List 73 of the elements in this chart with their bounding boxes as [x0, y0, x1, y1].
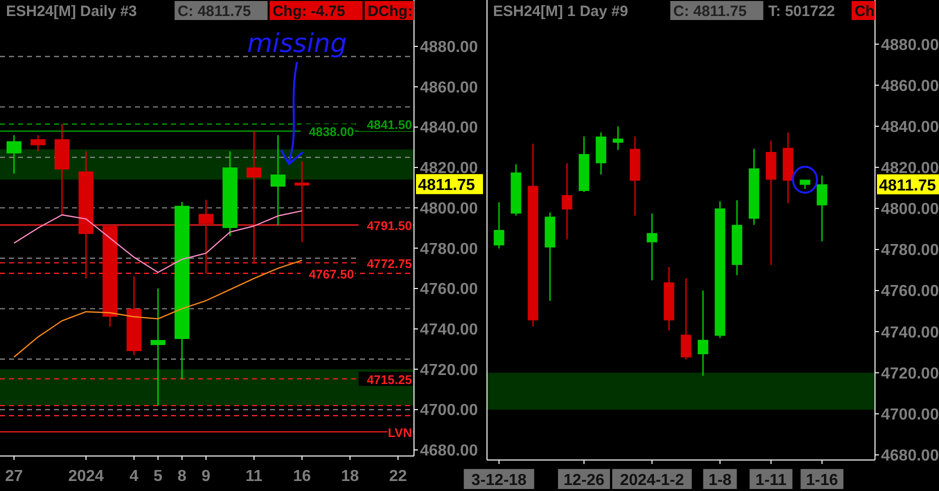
candlestick [680, 278, 692, 360]
candlestick [246, 130, 262, 264]
x-tick-label: 1-8 [708, 472, 732, 489]
y-tick-label: 4680.00 [420, 442, 478, 460]
x-tick-label: 9 [202, 468, 211, 485]
y-tick-label: 4720.00 [420, 362, 478, 379]
x-tick-label: 5 [154, 468, 163, 485]
chart-title: ESH24[M] Daily #3 [6, 3, 137, 20]
candlestick [698, 290, 708, 376]
ref-line-label: 4767.50 [308, 267, 354, 282]
text: Ch [854, 3, 875, 20]
y-tick-label: 4680.00 [881, 447, 939, 464]
y-tick-label: 4740.00 [881, 324, 939, 342]
candlestick [294, 160, 310, 243]
y-tick-label: 4820.00 [881, 160, 939, 177]
x-tick-label: 16 [293, 468, 311, 485]
candlestick [30, 134, 46, 152]
y-tick-label: 4760.00 [420, 281, 478, 298]
candlestick [646, 212, 658, 281]
x-tick-label: 2024-1-2 [620, 472, 684, 489]
y-tick-label: 4880.00 [420, 39, 478, 56]
x-tick-label: 4 [130, 468, 139, 485]
y-tick-label: 4720.00 [881, 365, 939, 382]
y-tick-label: 4860.00 [881, 78, 939, 95]
ref-line-label: 4841.50 [366, 118, 412, 132]
x-tick-label: 1-16 [806, 472, 838, 489]
candlestick [612, 126, 624, 151]
y-tick-label: 4760.00 [881, 283, 939, 300]
x-tick-label: 11 [246, 468, 263, 485]
candlestick [270, 134, 286, 226]
y-tick-label: 4700.00 [881, 406, 939, 424]
x-tick-label: 3-12-18 [471, 472, 527, 489]
candlestick [6, 134, 22, 174]
y-tick-label: 4880.00 [881, 36, 939, 54]
chart-title: ESH24[M] 1 Day #9 [493, 3, 628, 20]
y-tick-label: 4860.00 [420, 79, 478, 96]
annotation: C: 4811.75 [178, 3, 251, 20]
y-tick-label: 4780.00 [881, 242, 939, 260]
x-tick-label: 8 [178, 468, 187, 485]
y-tick-label: 4840.00 [881, 118, 939, 136]
annotation: missing [247, 29, 347, 59]
annotation: Chg: -4.75 [272, 3, 346, 20]
y-tick-label: 4700.00 [420, 402, 478, 420]
ref-line-label: 4791.50 [366, 218, 412, 233]
annotation: T: 501722 [768, 3, 836, 20]
annotation: DChg: [368, 3, 413, 20]
y-tick-label: 4800.00 [881, 201, 939, 218]
y-tick-label: 4740.00 [420, 321, 478, 338]
line-series [13, 260, 303, 358]
ref-line-label: 4838.00 [308, 125, 354, 140]
y-tick-label: 4820.00 [420, 160, 478, 178]
x-tick-label: 27 [5, 468, 23, 485]
x-tick-label: 18 [341, 468, 359, 485]
x-tick-label: 2024 [68, 468, 104, 485]
ref-line-label: 4772.75 [366, 256, 412, 271]
ref-line-label: 4715.25 [366, 372, 412, 387]
x-tick-label: 1-11 [755, 472, 787, 489]
candlestick [816, 174, 828, 242]
candlestick [800, 179, 810, 190]
text: 4811.75 [418, 177, 476, 194]
annotation: C: 4811.75 [673, 3, 747, 20]
y-tick-label: 4800.00 [420, 200, 478, 218]
line-series [13, 210, 303, 273]
candlestick [562, 162, 572, 240]
candlestick [494, 202, 504, 250]
ref-line-label: LVN [388, 426, 412, 440]
candlestick [198, 199, 214, 274]
x-tick-label: 12-26 [564, 472, 605, 489]
candlestick [150, 288, 166, 406]
y-tick-label: 4840.00 [420, 120, 478, 137]
y-tick-label: 4780.00 [420, 240, 478, 258]
x-tick-label: 22 [389, 468, 407, 485]
text: 4811.75 [879, 177, 936, 194]
